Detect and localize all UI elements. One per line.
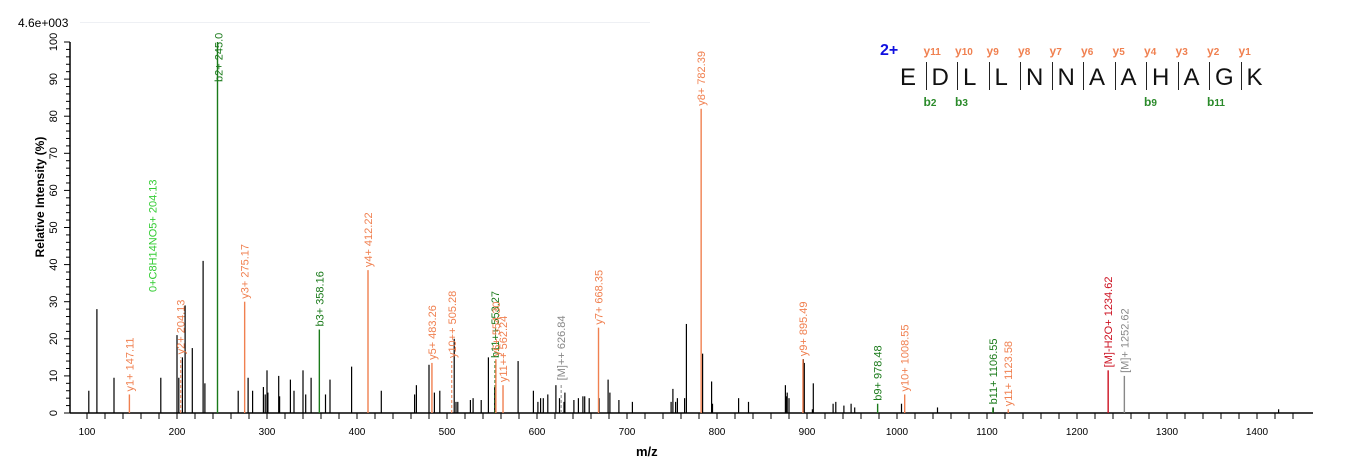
cleavage-mark	[957, 62, 958, 90]
charge-state: 2+	[880, 42, 899, 59]
y-ion-label: y11	[923, 44, 941, 58]
b-ion-label: b2	[923, 95, 937, 109]
peak-label: y1+ 147.11	[124, 338, 136, 392]
y-tick-label: 30	[48, 296, 60, 308]
x-tick-label: 1100	[976, 427, 998, 438]
x-tick-label: 700	[619, 427, 636, 438]
peak-label: y10++ 505.28	[447, 291, 459, 358]
peak-label: y11++ 562.24	[498, 316, 510, 382]
peak-label: b2+ 245.0	[214, 33, 226, 82]
cleavage-mark	[1114, 62, 1116, 90]
peak-label: [M]+ 1252.62	[1119, 308, 1131, 373]
peak-label: [M]-H2O+ 1234.62	[1103, 277, 1115, 368]
b-ion-label: b9	[1144, 95, 1157, 109]
cleavage-mark	[1209, 62, 1210, 90]
y-ion-label: y7	[1049, 44, 1062, 58]
residue: A	[1120, 64, 1137, 91]
residue: A	[1183, 64, 1200, 91]
peak-label: 0+C8H14NO5+ 204.13	[148, 179, 160, 292]
y-ion-label: y1	[1238, 44, 1251, 58]
residue: H	[1152, 64, 1170, 91]
b-ion-label: b11	[1207, 95, 1225, 109]
cleavage-mark	[925, 62, 927, 90]
peak-label: y11+ 1123.58	[1003, 341, 1015, 406]
peak-label: y2+ 204.13	[176, 300, 188, 355]
y-tick-label: 90	[48, 73, 60, 85]
y-tick-label: 0	[48, 410, 60, 416]
cleavage-mark	[1240, 62, 1242, 90]
residue: E	[900, 64, 917, 91]
cleavage-mark	[1177, 62, 1179, 90]
peak-label: y3+ 275.17	[240, 244, 252, 299]
y-ion-label: y9	[986, 44, 999, 58]
residue: N	[1026, 64, 1044, 91]
x-tick-label: 1300	[1156, 427, 1179, 438]
cleavage-mark	[1020, 62, 1021, 90]
y-tick-label: 80	[48, 110, 60, 122]
residue: K	[1246, 64, 1263, 91]
y-ion-label: y8	[1018, 44, 1031, 58]
y-tick-label: 40	[48, 258, 60, 270]
x-axis-label: m/z	[636, 444, 658, 459]
x-tick-label: 900	[799, 427, 816, 438]
peak-label: y8+ 782.39	[696, 51, 708, 106]
peak-label: y6+ 554.30	[491, 301, 503, 356]
y-axis-label: Relative Intensity (%)	[33, 136, 47, 258]
y-tick-label: 20	[48, 333, 60, 345]
y-ion-label: y3	[1175, 44, 1188, 58]
cleavage-mark	[1146, 62, 1147, 90]
y-ion-label: y10	[955, 44, 973, 58]
y-tick-label: 100	[48, 33, 60, 51]
y-ion-label: y4	[1144, 44, 1157, 58]
y-tick-label: 10	[48, 370, 60, 382]
peak-label: y10+ 1008.55	[900, 324, 912, 391]
cleavage-mark	[988, 62, 990, 90]
x-tick-label: 1200	[1066, 427, 1089, 438]
cleavage-mark	[1083, 62, 1084, 90]
residue: D	[931, 64, 949, 91]
residue: G	[1215, 64, 1234, 91]
residue: L	[994, 64, 1008, 91]
peak-label: b3+ 358.16	[314, 271, 326, 326]
x-tick-label: 600	[529, 427, 546, 438]
x-tick-label: 1000	[886, 427, 909, 438]
b-ion-label: b3	[955, 95, 968, 109]
x-tick-label: 200	[169, 427, 186, 438]
y-tick-label: 50	[48, 221, 60, 233]
y-ion-label: y2	[1207, 44, 1220, 58]
y-ion-label: y6	[1081, 44, 1094, 58]
residue: N	[1057, 64, 1075, 91]
peak-label: b11++ 553.27	[490, 291, 502, 358]
y-ion-label: y5	[1112, 44, 1125, 58]
x-tick-label: 1400	[1246, 427, 1269, 438]
residue: L	[963, 64, 977, 91]
x-tick-label: 400	[349, 427, 366, 438]
peak-label: y7+ 668.35	[594, 270, 606, 325]
top-rule	[80, 22, 650, 23]
peak-label: y4+ 412.22	[363, 212, 375, 267]
y-tick-label: 60	[48, 184, 60, 196]
peak-label: y5+ 483.26	[427, 305, 439, 360]
peak-label: b11+ 1106.55	[988, 338, 1000, 404]
peak-label: y9+ 895.49	[798, 301, 810, 356]
peak-label: [M]++ 626.84	[556, 315, 568, 380]
peak-label: b9+ 978.48	[873, 345, 885, 400]
x-tick-label: 100	[79, 427, 96, 438]
x-tick-label: 300	[259, 427, 276, 438]
y-tick-label: 70	[48, 147, 60, 159]
cleavage-mark	[1051, 62, 1053, 90]
residue: A	[1089, 64, 1106, 91]
scale-label: 4.6e+003	[18, 16, 69, 30]
x-tick-label: 800	[709, 427, 726, 438]
x-tick-label: 500	[439, 427, 456, 438]
